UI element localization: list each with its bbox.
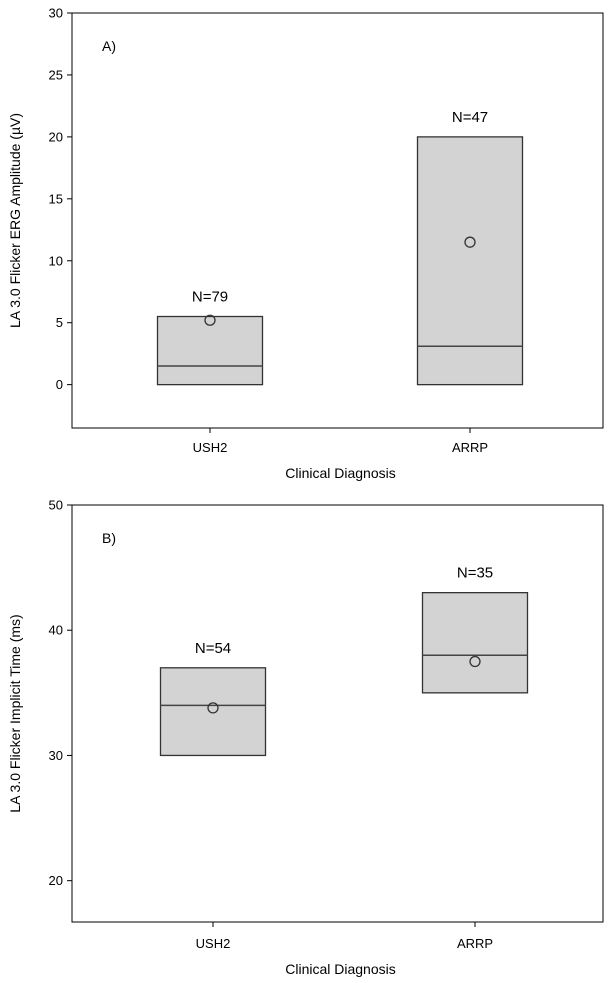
panel-a-n-label-arrp: N=47 [452, 109, 488, 126]
panel-a-mean-marker-ush2 [204, 314, 216, 326]
panel-b-x-tick-label-ush2: USH2 [196, 936, 231, 951]
panel-a-mean-marker-arrp [464, 236, 476, 248]
panel-b-y-tick-label: 50 [49, 498, 63, 513]
panel-a-y-tick-label: 0 [56, 377, 63, 392]
panel-b-x-tick-label-arrp: ARRP [457, 936, 493, 951]
panel-a-n-label-ush2: N=79 [192, 289, 228, 306]
panel-b-label: B) [102, 530, 116, 546]
panel-a-x-tick-label-arrp: ARRP [452, 440, 488, 455]
panel-a-y-tick-label: 5 [56, 315, 63, 330]
panel-b-n-label-ush2: N=54 [195, 640, 231, 657]
panel-b-box-arrp [421, 592, 529, 694]
panel-a-y-tick-label: 15 [49, 191, 63, 206]
panel-b-mean-marker-ush2 [207, 702, 219, 714]
panel-b-plot-frame [71, 504, 604, 923]
panel-b-n-label-arrp: N=35 [457, 565, 493, 582]
panel-a-label: A) [102, 38, 116, 54]
panel-a-y-axis-title: LA 3.0 Flicker ERG Amplitude (µV) [7, 113, 23, 328]
panel-b-x-axis-title: Clinical Diagnosis [285, 961, 396, 977]
panel-b-y-tick-label: 40 [49, 623, 63, 638]
panel-a-y-tick-label: 30 [49, 6, 63, 21]
panel-a-y-tick-label: 10 [49, 253, 63, 268]
panel-b-y-tick-label: 20 [49, 873, 63, 888]
panel-a-x-tick-label-ush2: USH2 [193, 440, 228, 455]
panel-a-box-ush2 [156, 315, 264, 386]
panel-a-plot-frame [71, 12, 604, 429]
panel-b-y-axis-title: LA 3.0 Flicker Implicit Time (ms) [7, 614, 23, 812]
panel-a-y-tick-label: 25 [49, 67, 63, 82]
panel-b-mean-marker-arrp [469, 655, 481, 668]
panel-b-box-ush2 [159, 667, 267, 757]
panel-a-x-axis-title: Clinical Diagnosis [285, 465, 396, 481]
panel-a-y-tick-label: 20 [49, 129, 63, 144]
panel-a-box-arrp [416, 136, 524, 386]
panel-b-y-tick-label: 30 [49, 748, 63, 763]
